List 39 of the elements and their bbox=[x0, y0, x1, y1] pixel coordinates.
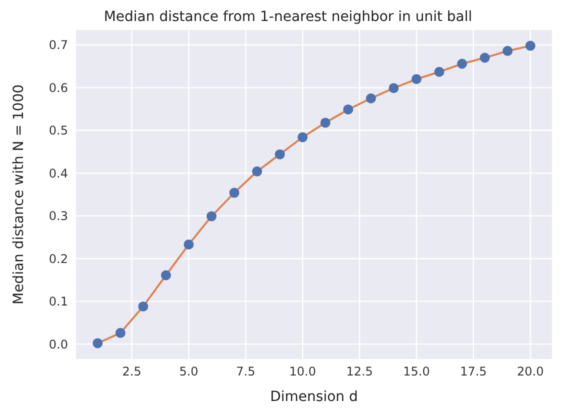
y-axis-title: Median distance with N = 1000 bbox=[10, 84, 27, 305]
point bbox=[252, 166, 262, 176]
y-tick-label: 0.6 bbox=[48, 80, 68, 95]
point bbox=[366, 93, 376, 104]
y-tick-label: 0.1 bbox=[48, 294, 68, 309]
y-tick-label: 0.3 bbox=[48, 209, 68, 224]
point bbox=[480, 52, 490, 63]
x-tick-label: 5.0 bbox=[179, 364, 198, 379]
point bbox=[92, 338, 103, 348]
y-tick-label: 0.0 bbox=[48, 337, 68, 352]
x-tick-label: 17.5 bbox=[460, 364, 487, 379]
point bbox=[457, 58, 468, 69]
y-tick-label: 0.5 bbox=[48, 124, 68, 138]
point bbox=[115, 328, 126, 338]
point bbox=[138, 301, 148, 312]
point bbox=[320, 118, 330, 128]
point bbox=[229, 188, 240, 198]
x-tick-label: 15.0 bbox=[403, 364, 430, 379]
y-tick-label: 0.7 bbox=[48, 38, 68, 52]
point bbox=[411, 74, 422, 84]
point bbox=[160, 270, 171, 280]
x-tick-label: 10.0 bbox=[289, 364, 316, 379]
point bbox=[502, 46, 513, 56]
point bbox=[343, 104, 354, 114]
x-tick-label: 7.5 bbox=[236, 364, 256, 379]
x-tick-label: 20.0 bbox=[517, 364, 544, 379]
x-tick-label: 2.5 bbox=[122, 364, 142, 379]
x-tick-label: 12.5 bbox=[346, 364, 373, 379]
y-tick-label: 0.4 bbox=[48, 166, 68, 180]
point bbox=[206, 211, 217, 222]
point bbox=[274, 149, 285, 160]
point bbox=[298, 132, 308, 142]
point bbox=[434, 66, 444, 77]
point bbox=[388, 83, 399, 94]
y-tick-label: 0.2 bbox=[48, 252, 68, 266]
point bbox=[184, 239, 194, 250]
x-axis-title: Dimension d bbox=[270, 389, 358, 405]
point bbox=[525, 40, 536, 51]
chart-title: Median distance from 1-nearest neighbor in unit ball bbox=[102, 8, 474, 27]
